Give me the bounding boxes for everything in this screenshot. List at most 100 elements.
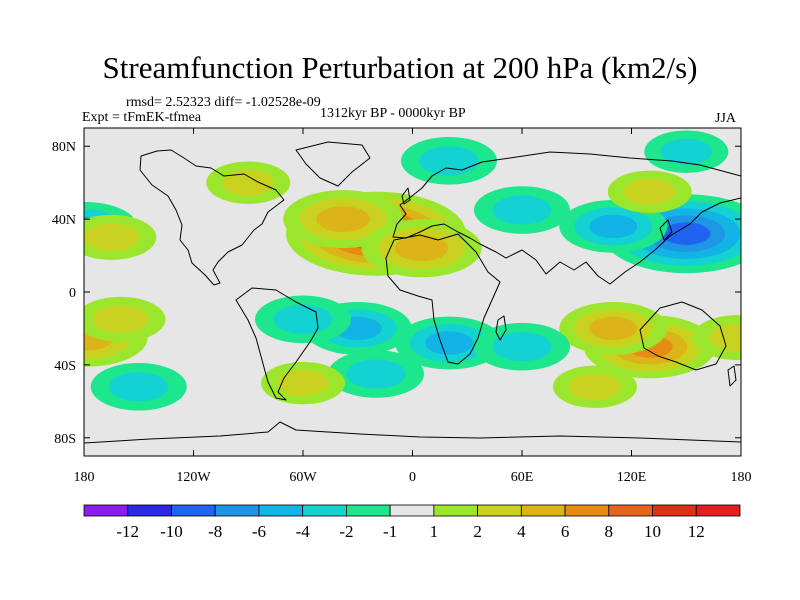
colorbar-label: 12 xyxy=(688,522,705,541)
anomaly-19 xyxy=(90,362,187,411)
anomaly-level xyxy=(662,222,711,245)
coastline-japan xyxy=(659,219,673,241)
period-label: 1312kyr BP - 0000kyr BP xyxy=(320,106,466,121)
colorbar-label: 8 xyxy=(605,522,614,541)
x-tick-label: 120E xyxy=(617,470,647,485)
colorbar-label: 4 xyxy=(517,522,526,541)
anomaly-21 xyxy=(261,361,345,405)
anomaly-level xyxy=(109,372,169,402)
chart-title: Streamfunction Perturbation at 200 hPa (… xyxy=(102,50,698,85)
colorbar-swatch xyxy=(389,504,435,517)
anomaly-level xyxy=(425,331,473,355)
experiment-label: Expt = tFmEK-tfmea xyxy=(82,110,202,125)
x-tick-label: 60E xyxy=(511,470,534,485)
coastline-africa xyxy=(385,233,501,365)
colorbar-label: 6 xyxy=(561,522,570,541)
y-tick-label: 80N xyxy=(52,140,76,155)
colorbar: -12 -10 -8 -6 -4 -2 -1 1 2 4 6 8 10 12 xyxy=(83,504,741,541)
anomaly-7 xyxy=(84,214,157,260)
colorbar-label: 10 xyxy=(644,522,661,541)
season-label: JJA xyxy=(715,111,737,126)
anomaly-17 xyxy=(328,350,424,398)
axes: 180 120W 60W 0 60E 120E 180 80N 40N 0 40S 80S xyxy=(52,128,752,485)
anomaly-12 xyxy=(84,296,166,342)
anomaly-level xyxy=(492,332,552,362)
colorbar-label: 1 xyxy=(430,522,439,541)
coastline-eurasia xyxy=(392,151,741,285)
colorbar-label: -1 xyxy=(383,522,397,541)
x-tick-label: 180 xyxy=(74,470,95,485)
colorbar-swatch xyxy=(564,504,610,517)
anomaly-level xyxy=(419,146,479,176)
x-tick-label: 60W xyxy=(289,470,317,485)
coastline-new-zealand xyxy=(727,365,737,387)
anomaly-level xyxy=(394,235,449,262)
anomaly-5 xyxy=(474,186,570,234)
anomaly-15 xyxy=(395,316,503,370)
anomaly-16 xyxy=(474,322,570,371)
anomaly-4 xyxy=(559,200,668,253)
colorbar-swatch xyxy=(695,504,741,517)
anomaly-level xyxy=(623,178,676,205)
anomaly-23 xyxy=(206,161,291,204)
y-tick-label: 80S xyxy=(54,432,76,447)
anomaly-level xyxy=(589,214,638,239)
coastline-greenland xyxy=(295,141,371,187)
colorbar-label: -4 xyxy=(296,522,311,541)
anomaly-9 xyxy=(559,302,668,355)
y-tick-label: 40N xyxy=(52,213,76,228)
colorbar-swatch xyxy=(127,504,172,517)
colorbar-swatch xyxy=(345,504,391,517)
anomaly-level xyxy=(277,370,329,397)
colorbar-swatch xyxy=(652,504,697,517)
coastline-madagascar xyxy=(495,315,507,341)
anomaly-level xyxy=(84,223,140,252)
colorbar-label: -12 xyxy=(116,522,139,541)
anomaly-field xyxy=(84,128,741,456)
anomaly-level xyxy=(273,304,333,334)
anomaly-level xyxy=(346,359,406,389)
colorbar-swatch xyxy=(214,504,260,517)
anomaly-level xyxy=(316,206,370,232)
coastline-south-america xyxy=(235,287,319,401)
stats-text: rmsd= 2.52323 diff= -1.02528e-09 xyxy=(126,95,321,110)
coastlines xyxy=(84,141,741,444)
y-tick-label: 40S xyxy=(54,359,76,374)
coastline-uk xyxy=(401,187,411,205)
colorbar-swatch xyxy=(302,504,347,517)
coastline-north-america xyxy=(139,149,285,286)
coastline-australia xyxy=(639,301,727,371)
anomaly-22 xyxy=(644,130,729,173)
anomaly-level xyxy=(222,169,275,196)
anomaly-14 xyxy=(255,295,351,344)
anomaly-level xyxy=(589,316,638,341)
colorbar-swatch xyxy=(520,504,566,517)
anomaly-level xyxy=(492,195,552,225)
anomaly-24 xyxy=(607,170,692,213)
x-tick-label: 120W xyxy=(176,470,211,485)
anomaly-18 xyxy=(401,137,497,185)
anomaly-level xyxy=(92,305,149,334)
colorbar-swatch xyxy=(477,504,522,517)
colorbar-label: -2 xyxy=(339,522,353,541)
anomaly-10 xyxy=(692,315,741,361)
colorbar-label: -8 xyxy=(208,522,222,541)
y-tick-label: 0 xyxy=(69,286,76,301)
anomaly-20 xyxy=(553,365,637,408)
x-tick-label: 180 xyxy=(731,470,752,485)
colorbar-swatch xyxy=(83,504,129,517)
anomaly-level xyxy=(569,373,621,400)
colorbar-swatch xyxy=(258,504,304,517)
x-tick-label: 0 xyxy=(409,470,416,485)
coastline-antarctica xyxy=(84,421,741,444)
colorbar-label: -10 xyxy=(160,522,183,541)
colorbar-swatch xyxy=(171,504,216,517)
colorbar-label: 2 xyxy=(473,522,482,541)
anomaly-level xyxy=(660,138,713,165)
colorbar-swatch xyxy=(433,504,479,517)
anomaly-2 xyxy=(361,219,482,278)
colorbar-swatch xyxy=(608,504,653,517)
anomaly-level xyxy=(709,323,741,352)
colorbar-label: -6 xyxy=(252,522,266,541)
